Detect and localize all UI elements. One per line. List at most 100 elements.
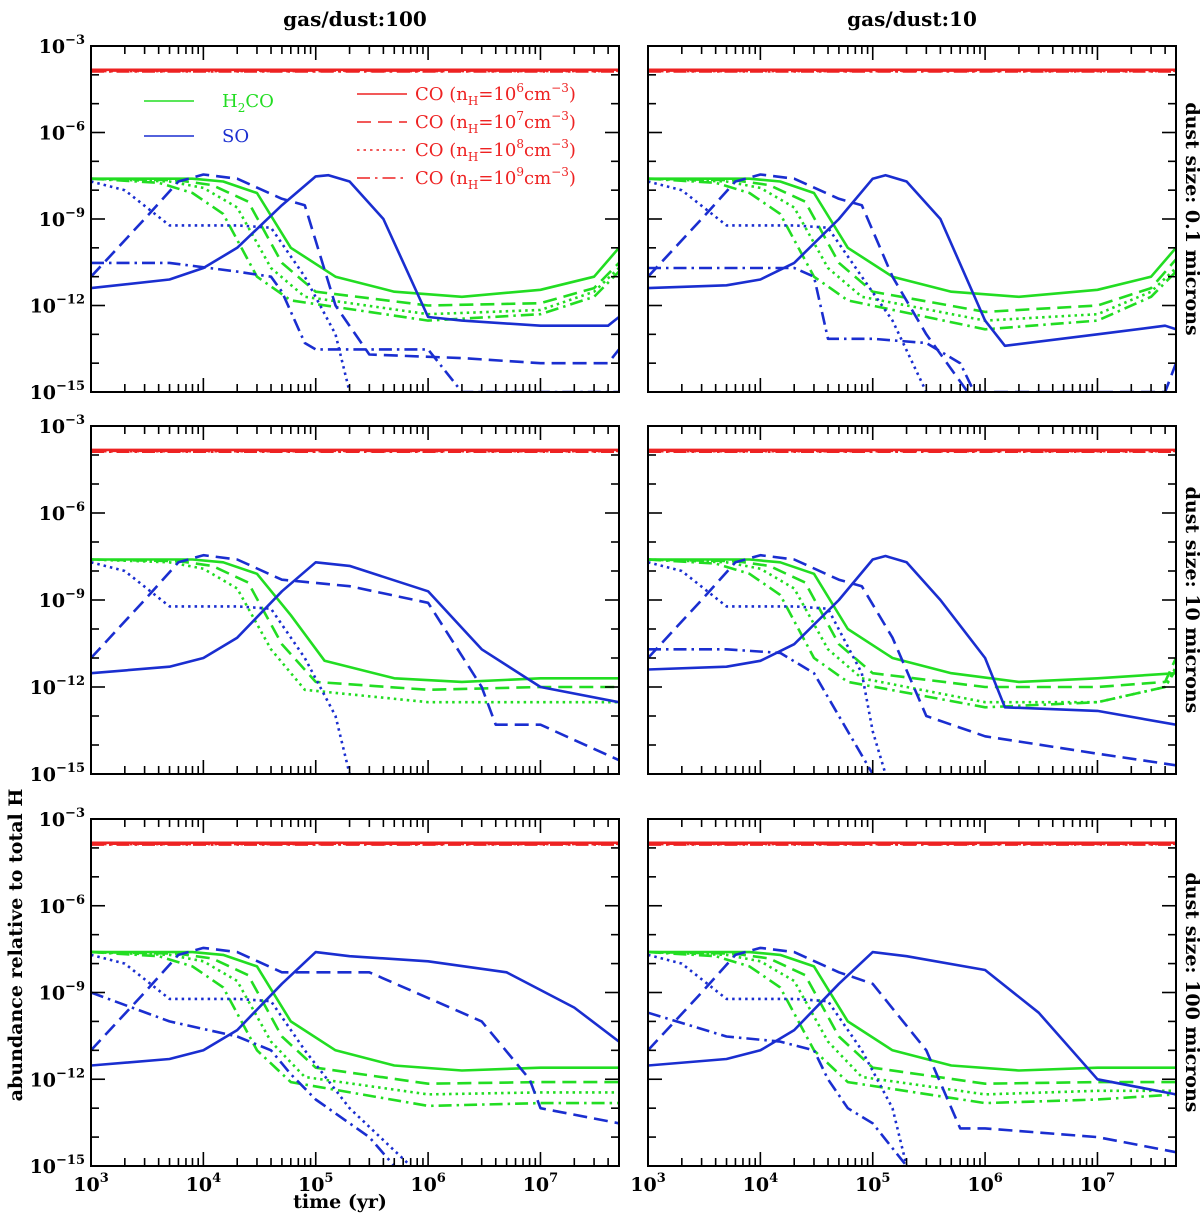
y-axis-title: abundance relative to total H [5,789,27,1102]
legend-h2co-label: H2CO [222,91,274,115]
series-so-dashdot [648,648,874,774]
series-h2co-solid [648,950,1176,1072]
series-h2co-dashdot [91,177,619,322]
series-so-solid [648,554,1176,726]
series-so-dashed [91,946,619,1125]
legend: H2CO SO CO (nH=106cm−3)CO (nH=107cm−3)CO… [144,81,576,192]
panel-frame [647,45,1177,393]
y-tick-label: 10−12 [30,674,85,699]
series-so-dashdot [91,991,396,1166]
series-h2co-dashed [648,558,1176,689]
panel-r0-c1 [647,45,1177,393]
series-h2co-solid [91,177,619,299]
series-so-solid [648,950,1176,1096]
series-h2co-dashdot [648,950,1176,1105]
series-h2co-solid [648,177,1176,299]
series-so-solid [648,173,1176,348]
column-title-right: gas/dust:10 [847,7,977,31]
series-so-dashed [648,173,1176,392]
y-tick-label: 10−9 [39,587,85,612]
series-h2co-dotted [91,558,619,704]
legend-co-label: CO (nH=109cm−3) [415,165,576,192]
series-group [648,68,1176,392]
row-title-bottom: dust size: 100 microns [1181,873,1200,1113]
x-tick-label: 107 [1080,1171,1116,1196]
series-so-dotted [91,953,412,1166]
series-h2co-dashed [91,177,619,307]
series-h2co-dotted [91,177,619,316]
series-so-dotted [648,180,928,392]
panel-frame [90,425,620,775]
y-tick-label: 10−12 [30,1066,85,1091]
series-h2co-solid [648,558,1176,684]
series-so-solid [91,561,619,704]
y-tick-label: 10−15 [30,1153,85,1178]
y-tick-label: 10−9 [39,206,85,231]
panel-frame [647,818,1177,1167]
panel-r1-c1 [647,425,1177,775]
series-h2co-dotted [648,177,1176,322]
y-tick-label: 10−12 [30,293,85,318]
y-tick-label: 10−6 [39,500,85,525]
series-h2co-dashed [648,950,1176,1085]
series-so-dashed [91,173,619,365]
series-so-dashed [648,946,1176,1154]
x-tick-label: 103 [630,1171,666,1196]
series-so-dotted [648,953,908,1166]
row-title-top: dust size: 0.1 microns [1181,102,1200,335]
series-h2co-dashed [91,950,619,1085]
series-h2co-dotted [91,950,619,1096]
y-tick-label: 10−3 [39,806,85,831]
series-so-dotted [648,561,887,774]
series-so-dashed [648,553,1176,767]
series-h2co-dotted [648,950,1176,1096]
y-tick-label: 10−15 [30,379,85,404]
x-tick-label: 104 [743,1171,779,1196]
panel-frame [90,818,620,1167]
series-h2co-solid [91,950,619,1072]
y-tick-label: 10−3 [39,413,85,438]
x-tick-label: 103 [73,1171,109,1196]
y-tick-label: 10−9 [39,980,85,1005]
series-group [91,448,619,774]
series-so-dashdot [91,261,619,392]
series-so-dotted [91,180,351,392]
series-so-solid [91,950,619,1067]
panel-frame [647,425,1177,775]
y-tick-label: 10−3 [39,33,85,58]
y-tick-label: 10−6 [39,893,85,918]
x-tick-label: 105 [298,1171,334,1196]
legend-density: CO (nH=106cm−3)CO (nH=107cm−3)CO (nH=108… [357,81,576,192]
legend-co-label: CO (nH=108cm−3) [415,137,576,164]
panels: 10−310−610−910−1210−1510−310−610−910−121… [30,33,1177,1196]
column-title-left: gas/dust:100 [283,7,427,31]
panel-r2-c1: 103 104 105 106 107 [630,818,1177,1196]
legend-so-label: SO [222,126,249,147]
series-h2co-dashdot [648,177,1176,331]
series-group [91,841,619,1166]
series-h2co-dashed [91,558,619,692]
row-title-middle: dust size: 10 microns [1181,487,1200,714]
legend-co-label: CO (nH=106cm−3) [415,81,576,108]
series-so-dashdot [648,1011,908,1166]
x-tick-label: 104 [186,1171,222,1196]
series-so-dotted [91,561,351,774]
x-tick-label: 106 [967,1171,1003,1196]
panel-r0-c0: 10−3 10−6 10−9 10−12 10−15 [30,33,620,404]
x-tick-label: 106 [410,1171,446,1196]
panel-r1-c0: 10−3 10−6 10−9 10−12 10−15 [30,413,620,786]
series-h2co-solid [91,558,619,684]
series-so-dashdot [648,266,976,392]
series-group [648,448,1176,774]
y-tick-label: 10−15 [30,761,85,786]
series-h2co-dashed [648,177,1176,314]
legend-co-label: CO (nH=107cm−3) [415,109,576,136]
series-h2co-dashdot [648,558,1176,709]
series-group [648,841,1176,1166]
x-axis-title: time (yr) [293,1191,387,1213]
y-tick-label: 10−6 [39,120,85,145]
series-so-dashed [91,553,619,762]
series-so-solid [91,173,619,327]
